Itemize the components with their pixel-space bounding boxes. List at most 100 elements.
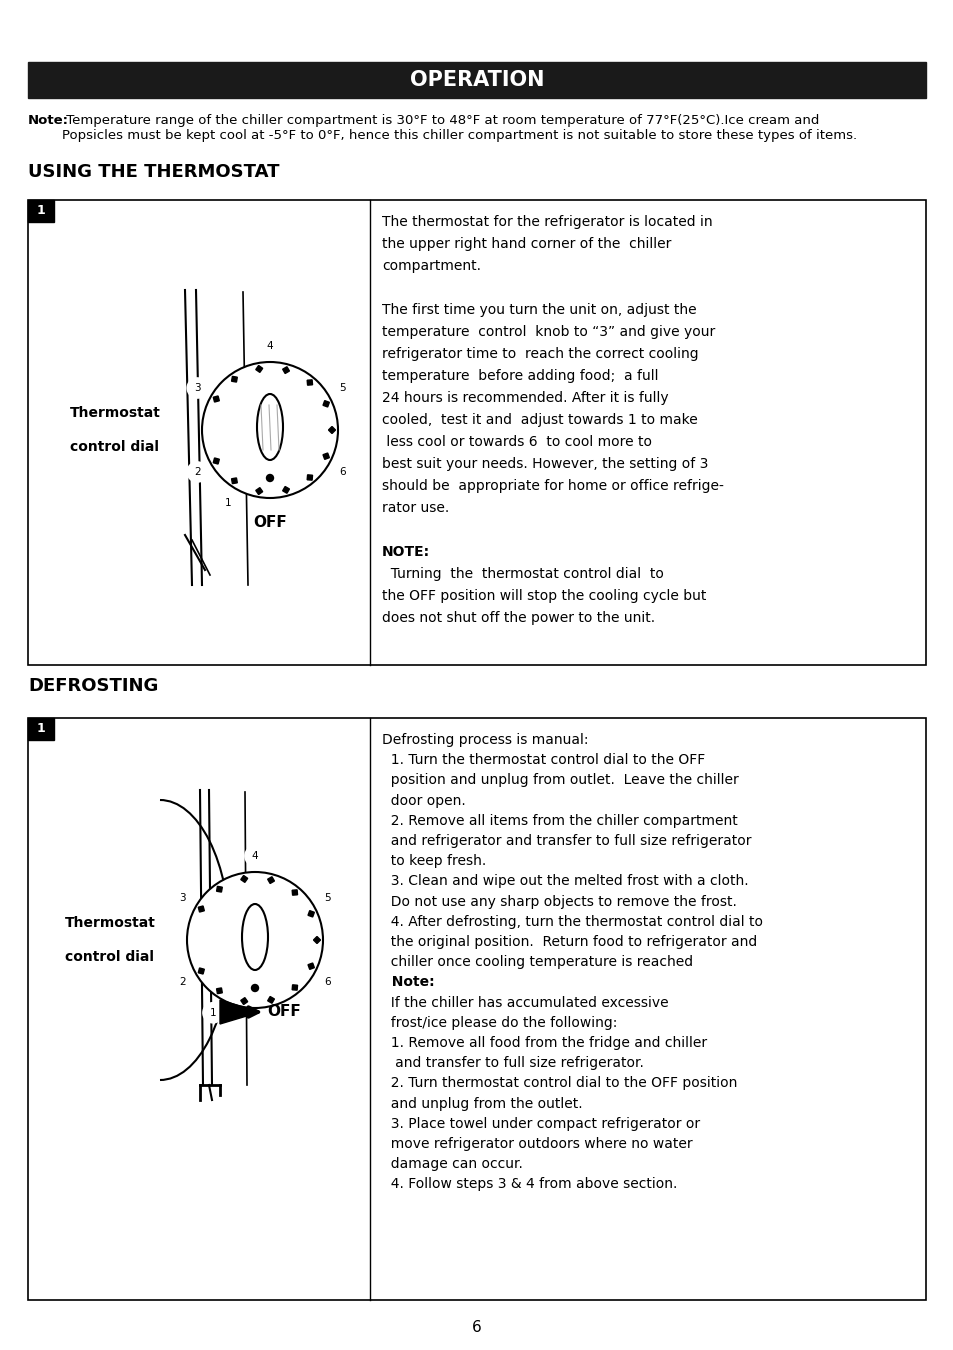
Text: 3. Place towel under compact refrigerator or: 3. Place towel under compact refrigerato… [381,1116,700,1131]
Text: Note:: Note: [381,976,435,990]
Polygon shape [220,1000,260,1025]
Text: 4: 4 [252,850,258,861]
Bar [28,62,925,99]
Text: cooled,  test it and  adjust towards 1 to make: cooled, test it and adjust towards 1 to … [381,413,697,427]
Polygon shape [216,988,222,994]
Text: 2. Remove all items from the chiller compartment: 2. Remove all items from the chiller com… [381,814,737,828]
Text: OPERATION: OPERATION [410,70,543,90]
Circle shape [317,972,337,992]
Circle shape [266,474,274,482]
Text: frost/ice please do the following:: frost/ice please do the following: [381,1015,617,1030]
Text: Thermostat: Thermostat [70,406,160,420]
Polygon shape [308,963,314,969]
Text: and unplug from the outlet.: and unplug from the outlet. [381,1096,582,1111]
Text: 3: 3 [179,892,186,903]
Circle shape [172,972,193,992]
Text: the upper right hand corner of the  chiller: the upper right hand corner of the chill… [381,238,671,251]
Text: USING THE THERMOSTAT: USING THE THERMOSTAT [28,163,279,181]
Polygon shape [268,876,274,883]
Bar [28,718,54,740]
Polygon shape [213,458,219,464]
Text: move refrigerator outdoors where no water: move refrigerator outdoors where no wate… [381,1137,692,1152]
Text: to keep fresh.: to keep fresh. [381,855,486,868]
Polygon shape [323,454,329,459]
Polygon shape [232,478,237,483]
Text: 1. Turn the thermostat control dial to the OFF: 1. Turn the thermostat control dial to t… [381,753,704,767]
Text: NOTE:: NOTE: [381,545,430,559]
Text: damage can occur.: damage can occur. [381,1157,522,1172]
Circle shape [333,378,353,398]
Text: Turning  the  thermostat control dial  to: Turning the thermostat control dial to [381,567,663,580]
Text: Do not use any sharp objects to remove the frost.: Do not use any sharp objects to remove t… [381,895,736,909]
Polygon shape [240,998,248,1004]
Polygon shape [255,366,262,373]
Text: 4. Follow steps 3 & 4 from above section.: 4. Follow steps 3 & 4 from above section… [381,1177,677,1192]
Polygon shape [314,937,320,944]
Polygon shape [308,911,314,917]
Text: Defrosting process is manual:: Defrosting process is manual: [381,733,588,747]
Circle shape [187,462,207,482]
Polygon shape [216,887,222,892]
Text: should be  appropriate for home or office refrige-: should be appropriate for home or office… [381,479,723,493]
Text: 2: 2 [179,977,186,987]
Text: 1: 1 [210,1007,216,1018]
Text: 5: 5 [324,892,331,903]
Text: DEFROSTING: DEFROSTING [28,676,158,695]
Text: the OFF position will stop the cooling cycle but: the OFF position will stop the cooling c… [381,589,705,603]
Text: OFF: OFF [267,1004,300,1019]
Text: the original position.  Return food to refrigerator and: the original position. Return food to re… [381,936,757,949]
Text: and transfer to full size refrigerator.: and transfer to full size refrigerator. [381,1056,643,1071]
Polygon shape [213,396,219,402]
Polygon shape [307,475,313,481]
Text: 6: 6 [324,977,331,987]
Polygon shape [198,968,204,975]
Text: The first time you turn the unit on, adjust the: The first time you turn the unit on, adj… [381,302,696,317]
Text: temperature  before adding food;  a full: temperature before adding food; a full [381,369,658,383]
Polygon shape [255,487,262,494]
Circle shape [317,888,337,909]
Text: The thermostat for the refrigerator is located in: The thermostat for the refrigerator is l… [381,215,712,230]
Text: If the chiller has accumulated excessive: If the chiller has accumulated excessive [381,995,668,1010]
Polygon shape [232,377,237,382]
Circle shape [245,846,265,865]
Circle shape [218,493,237,513]
Text: door open.: door open. [381,794,465,807]
Text: 4. After defrosting, turn the thermostat control dial to: 4. After defrosting, turn the thermostat… [381,915,762,929]
Text: Temperature range of the chiller compartment is 30°F to 48°F at room temperature: Temperature range of the chiller compart… [62,113,856,142]
Text: 2. Turn thermostat control dial to the OFF position: 2. Turn thermostat control dial to the O… [381,1076,737,1091]
Text: and refrigerator and transfer to full size refrigerator: and refrigerator and transfer to full si… [381,834,751,848]
Text: 24 hours is recommended. After it is fully: 24 hours is recommended. After it is ful… [381,392,668,405]
Text: 6: 6 [472,1320,481,1335]
Text: temperature  control  knob to “3” and give your: temperature control knob to “3” and give… [381,325,715,339]
Text: best suit your needs. However, the setting of 3: best suit your needs. However, the setti… [381,458,708,471]
Circle shape [203,1003,223,1023]
Text: Note:: Note: [28,113,69,127]
Text: 1: 1 [36,204,46,217]
Text: refrigerator time to  reach the correct cooling: refrigerator time to reach the correct c… [381,347,698,360]
Text: 2: 2 [193,467,200,477]
Text: 3. Clean and wipe out the melted frost with a cloth.: 3. Clean and wipe out the melted frost w… [381,875,748,888]
Text: 1: 1 [225,498,231,508]
Text: does not shut off the power to the unit.: does not shut off the power to the unit. [381,612,655,625]
Circle shape [172,888,193,909]
Text: OFF: OFF [253,514,287,531]
Polygon shape [282,367,289,374]
Circle shape [187,872,323,1008]
Ellipse shape [256,394,283,460]
Circle shape [187,378,207,398]
Bar [28,718,925,1300]
Text: position and unplug from outlet.  Leave the chiller: position and unplug from outlet. Leave t… [381,774,738,787]
Text: rator use.: rator use. [381,501,449,514]
Polygon shape [282,486,289,493]
Polygon shape [240,876,248,883]
Text: 5: 5 [339,383,346,393]
Text: less cool or towards 6  to cool more to: less cool or towards 6 to cool more to [381,435,651,450]
Text: Thermostat: Thermostat [65,917,155,930]
Polygon shape [328,427,335,433]
Text: compartment.: compartment. [381,259,480,273]
Polygon shape [292,984,297,990]
Circle shape [202,362,337,498]
Polygon shape [198,906,204,913]
Circle shape [252,984,258,991]
Circle shape [260,336,280,356]
